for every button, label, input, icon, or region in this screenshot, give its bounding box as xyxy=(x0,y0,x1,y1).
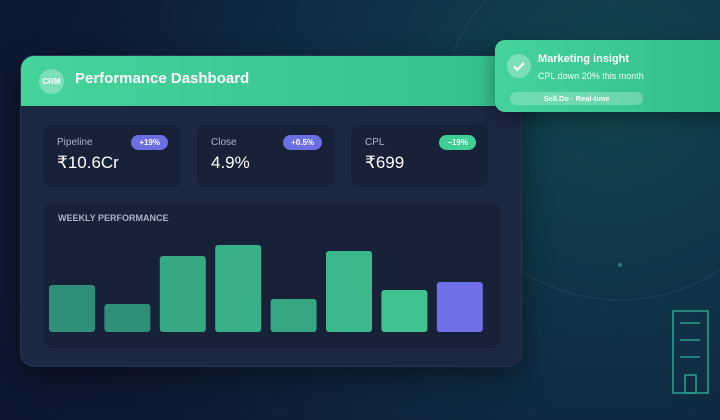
kpi-change: −19% xyxy=(439,135,476,150)
notification-text: CPL down 20% this month xyxy=(538,71,644,81)
bar xyxy=(159,256,206,332)
bar xyxy=(270,299,317,332)
header: CRM Performance Dashboard xyxy=(21,56,521,106)
notification-title: Marketing insight xyxy=(538,53,630,65)
kpi-card: CPL ₹699 −19% xyxy=(351,125,488,187)
kpi-value: ₹10.6Cr xyxy=(57,153,119,172)
decor-dot xyxy=(618,263,622,267)
kpi-card: Pipeline ₹10.6Cr +19% xyxy=(43,125,180,187)
bar xyxy=(326,251,372,332)
bar xyxy=(381,290,428,332)
check-icon xyxy=(507,54,531,78)
badge: CRM xyxy=(39,69,64,94)
kpi-label: Close xyxy=(211,137,237,148)
bar xyxy=(49,285,95,332)
kpi-change: +0.5% xyxy=(283,135,322,150)
title: Performance Dashboard xyxy=(75,70,250,87)
bar xyxy=(436,282,483,332)
check-mark xyxy=(513,62,525,72)
kpi-value: 4.9% xyxy=(211,153,250,172)
building-icon xyxy=(672,310,709,394)
kpi-card: Close 4.9% +0.5% xyxy=(197,125,334,187)
bar xyxy=(215,245,262,332)
kpi-value: ₹699 xyxy=(365,153,405,172)
notification-tag: Sell.Do · Real-time xyxy=(510,92,643,105)
kpi-label: CPL xyxy=(365,137,385,148)
notification[interactable]: Marketing insight CPL down 20% this mont… xyxy=(495,40,720,112)
bar xyxy=(104,304,151,332)
kpi-label: Pipeline xyxy=(57,137,93,148)
chart-title: WEEKLY PERFORMANCE xyxy=(58,213,169,223)
kpi-change: +19% xyxy=(131,135,168,150)
